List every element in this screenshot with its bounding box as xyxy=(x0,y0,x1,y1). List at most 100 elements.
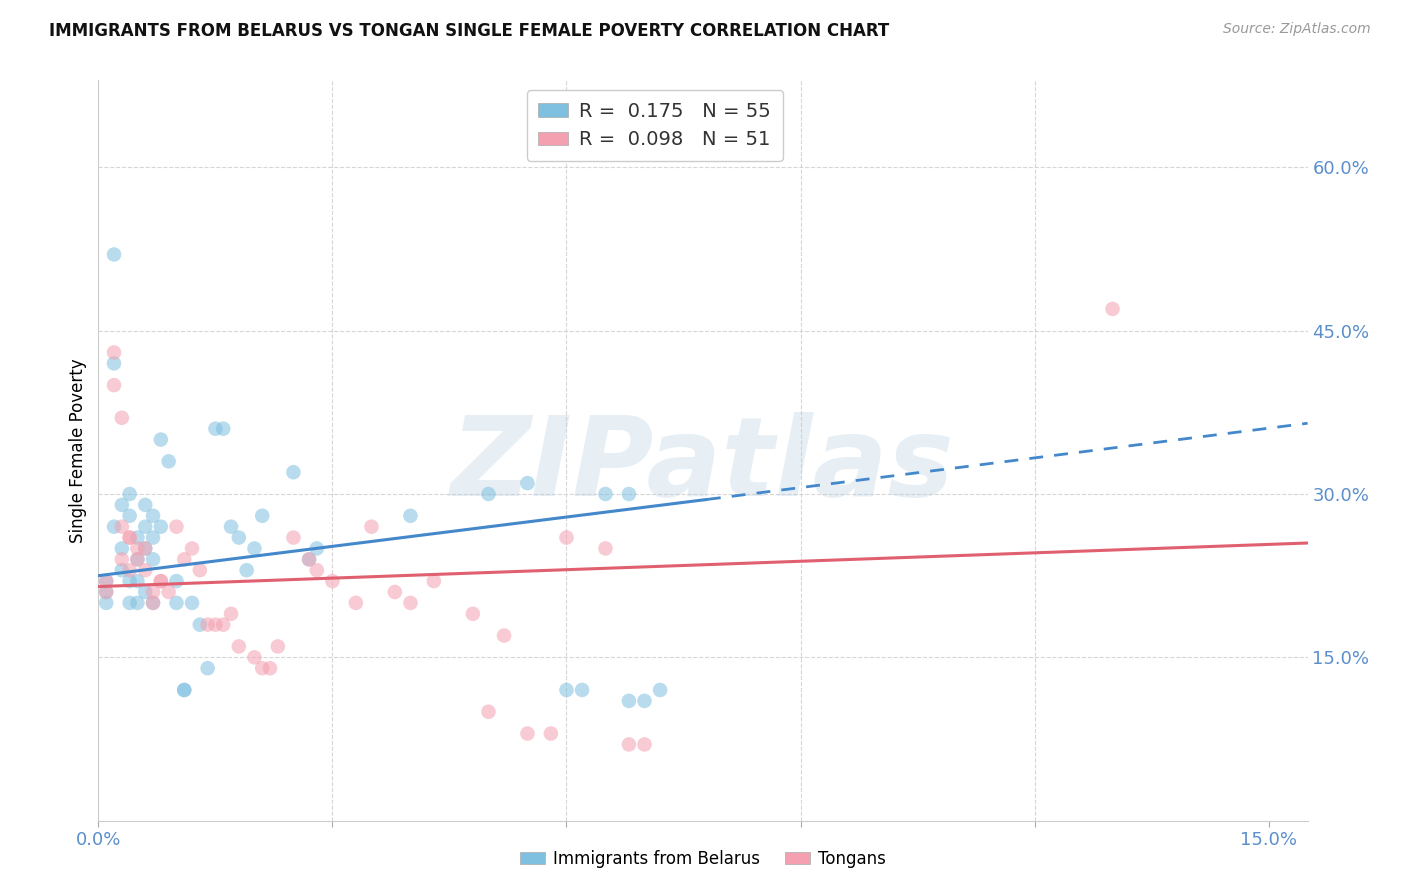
Point xyxy=(165,519,187,533)
Point xyxy=(134,541,156,556)
Point xyxy=(298,552,321,566)
Point xyxy=(142,596,165,610)
Point xyxy=(96,574,118,588)
Point xyxy=(399,596,422,610)
Point xyxy=(384,585,406,599)
Point xyxy=(111,541,134,556)
Point xyxy=(259,661,281,675)
Point xyxy=(103,378,125,392)
Point xyxy=(157,454,180,468)
Point xyxy=(423,574,446,588)
Point xyxy=(571,683,593,698)
Point xyxy=(127,541,149,556)
Point xyxy=(252,661,274,675)
Point xyxy=(305,563,328,577)
Text: IMMIGRANTS FROM BELARUS VS TONGAN SINGLE FEMALE POVERTY CORRELATION CHART: IMMIGRANTS FROM BELARUS VS TONGAN SINGLE… xyxy=(49,22,890,40)
Point xyxy=(648,683,671,698)
Point xyxy=(219,607,242,621)
Point xyxy=(103,519,125,533)
Point xyxy=(540,726,562,740)
Point xyxy=(219,519,242,533)
Point xyxy=(344,596,367,610)
Point xyxy=(188,563,211,577)
Point xyxy=(103,345,125,359)
Point xyxy=(173,552,195,566)
Point xyxy=(267,640,290,654)
Point xyxy=(212,617,235,632)
Point xyxy=(142,585,165,599)
Point xyxy=(142,596,165,610)
Point xyxy=(134,498,156,512)
Point xyxy=(228,640,250,654)
Point xyxy=(243,650,266,665)
Point xyxy=(360,519,382,533)
Point xyxy=(118,596,141,610)
Point xyxy=(134,563,156,577)
Point xyxy=(283,465,305,479)
Point xyxy=(305,541,328,556)
Point xyxy=(96,574,118,588)
Point xyxy=(595,541,617,556)
Point xyxy=(617,487,640,501)
Point xyxy=(633,738,655,752)
Point xyxy=(595,487,617,501)
Point xyxy=(633,694,655,708)
Point xyxy=(173,683,195,698)
Point xyxy=(197,661,219,675)
Point xyxy=(188,617,211,632)
Point xyxy=(1101,301,1123,316)
Point xyxy=(243,541,266,556)
Point xyxy=(103,356,125,370)
Point xyxy=(555,531,578,545)
Point xyxy=(173,683,195,698)
Point xyxy=(111,563,134,577)
Point xyxy=(111,519,134,533)
Point xyxy=(235,563,257,577)
Point xyxy=(204,617,226,632)
Legend: R =  0.175   N = 55, R =  0.098   N = 51: R = 0.175 N = 55, R = 0.098 N = 51 xyxy=(527,90,783,161)
Point xyxy=(197,617,219,632)
Point xyxy=(228,531,250,545)
Point xyxy=(111,410,134,425)
Point xyxy=(157,585,180,599)
Point xyxy=(103,247,125,261)
Point xyxy=(149,519,172,533)
Point xyxy=(127,596,149,610)
Point xyxy=(477,487,499,501)
Legend: Immigrants from Belarus, Tongans: Immigrants from Belarus, Tongans xyxy=(513,844,893,875)
Point xyxy=(142,508,165,523)
Point xyxy=(96,585,118,599)
Point xyxy=(212,422,235,436)
Point xyxy=(118,563,141,577)
Point xyxy=(477,705,499,719)
Point xyxy=(127,552,149,566)
Point xyxy=(118,531,141,545)
Point xyxy=(118,487,141,501)
Point xyxy=(494,628,516,642)
Point xyxy=(321,574,343,588)
Text: ZIPatlas: ZIPatlas xyxy=(451,412,955,519)
Point xyxy=(149,574,172,588)
Point xyxy=(134,519,156,533)
Point xyxy=(142,531,165,545)
Point xyxy=(127,531,149,545)
Point xyxy=(127,552,149,566)
Point xyxy=(149,574,172,588)
Point xyxy=(96,596,118,610)
Point xyxy=(111,552,134,566)
Point xyxy=(298,552,321,566)
Point xyxy=(165,574,187,588)
Point xyxy=(96,585,118,599)
Point xyxy=(134,585,156,599)
Text: Source: ZipAtlas.com: Source: ZipAtlas.com xyxy=(1223,22,1371,37)
Point xyxy=(617,738,640,752)
Point xyxy=(149,433,172,447)
Point xyxy=(118,508,141,523)
Point xyxy=(127,574,149,588)
Point xyxy=(134,541,156,556)
Point xyxy=(399,508,422,523)
Point xyxy=(181,541,204,556)
Y-axis label: Single Female Poverty: Single Female Poverty xyxy=(69,359,87,542)
Point xyxy=(142,552,165,566)
Point xyxy=(204,422,226,436)
